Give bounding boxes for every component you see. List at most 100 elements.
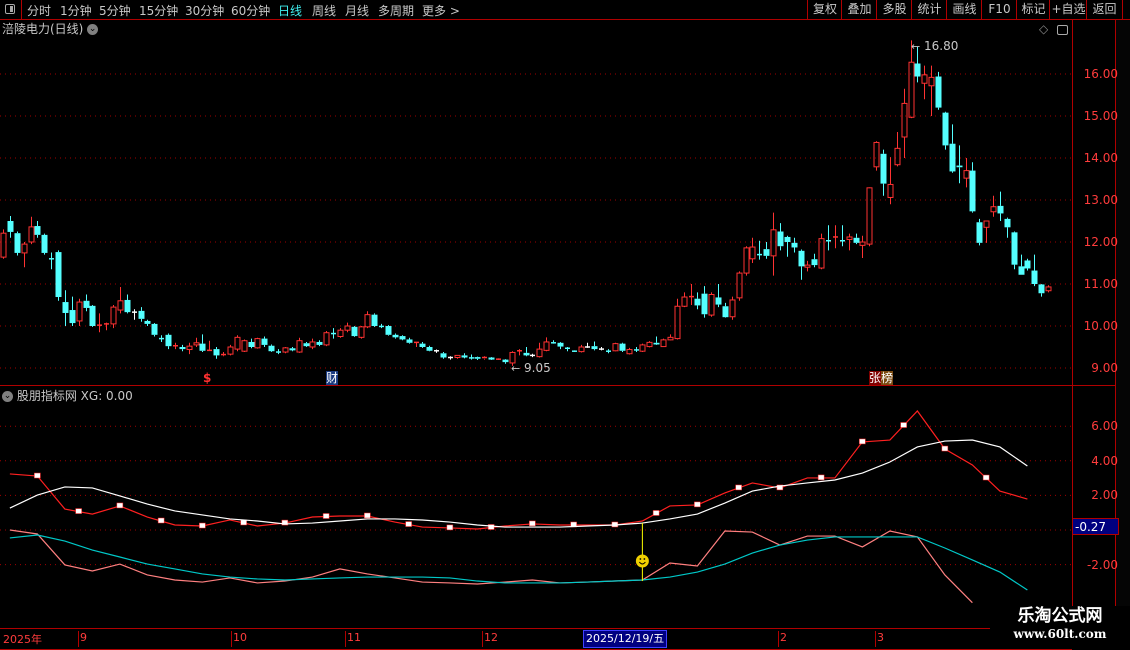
chevron-down-icon[interactable]: ⌄ <box>2 391 13 402</box>
candle <box>1024 258 1031 271</box>
candle <box>0 229 7 259</box>
candle-body <box>296 340 303 353</box>
layout-toggle-button[interactable] <box>0 0 22 19</box>
candle-body <box>151 323 158 335</box>
candle-body <box>908 61 915 118</box>
candle-body <box>701 293 708 315</box>
candle <box>804 260 811 272</box>
multi-stock-button[interactable]: 多股 <box>876 0 912 19</box>
candle <box>729 296 736 320</box>
period-tab-multi[interactable]: 多周期 <box>378 4 415 18</box>
indicator-tick: 4.00 <box>1091 454 1118 468</box>
panel-divider[interactable] <box>0 385 1115 386</box>
back-button[interactable]: 返回 <box>1086 0 1123 19</box>
candle <box>840 225 845 247</box>
candle <box>689 284 694 305</box>
period-tab-daily[interactable]: 日线 <box>278 4 303 18</box>
candle <box>660 338 667 348</box>
candle <box>887 157 894 205</box>
draw-line-button[interactable]: 画线 <box>946 0 982 19</box>
candle-body <box>653 342 660 345</box>
chevron-down-icon[interactable]: ⌄ <box>87 24 99 35</box>
candle <box>241 339 248 353</box>
panel-toggle-icon[interactable] <box>1057 25 1068 35</box>
candle <box>551 340 556 344</box>
period-tab-intraday[interactable]: 分时 <box>27 4 52 18</box>
month-label: 12 <box>482 631 498 647</box>
statistics-button[interactable]: 统计 <box>911 0 947 19</box>
date-axis[interactable]: 2025年 9 10 11 12 2 3 2025/12/19/五 <box>0 628 1072 650</box>
candle <box>963 158 970 188</box>
dividend-event-icon[interactable]: $ <box>203 371 212 385</box>
period-tab-30min[interactable]: 30分钟 <box>185 4 225 18</box>
candle-body <box>591 346 598 350</box>
candle-body <box>784 236 791 242</box>
overlay-button[interactable]: 叠加 <box>841 0 877 19</box>
period-tab-monthly[interactable]: 月线 <box>345 4 370 18</box>
candle <box>708 292 715 317</box>
candle <box>309 338 316 350</box>
candle <box>132 309 137 320</box>
candle-body <box>1031 270 1038 284</box>
candle <box>701 286 708 318</box>
period-tab-weekly[interactable]: 周线 <box>312 4 337 18</box>
candle <box>749 237 756 263</box>
candle-body <box>646 341 653 348</box>
indicator-marker <box>75 508 82 514</box>
candle-body <box>791 242 798 248</box>
candle <box>392 333 399 339</box>
chart-canvas[interactable]: 16.80 ← 9.05 ← <box>0 0 1072 628</box>
candle <box>248 338 255 349</box>
side-info-strip[interactable] <box>1116 20 1130 628</box>
period-tab-5min[interactable]: 5分钟 <box>99 4 131 18</box>
smiley-mouth <box>638 561 646 565</box>
candle-body <box>110 306 117 325</box>
candle <box>414 341 419 347</box>
period-tab-1min[interactable]: 1分钟 <box>60 4 92 18</box>
diamond-icon[interactable]: ◇ <box>1039 22 1049 36</box>
right-strip-line <box>1115 20 1116 628</box>
limit-list-event-icon[interactable]: 张 <box>869 371 882 385</box>
candle-body <box>619 343 626 351</box>
indicator-name: 股朋指标网 <box>16 389 77 403</box>
restore-rights-button[interactable]: 复权 <box>807 0 842 19</box>
candle <box>159 335 164 342</box>
candle <box>289 347 296 352</box>
limit-list-event-icon-2[interactable]: 榜 <box>881 371 894 385</box>
candle-body <box>1004 218 1011 228</box>
candle-body <box>956 165 963 168</box>
candle-body <box>28 226 35 243</box>
candle-body <box>62 302 69 313</box>
candle-body <box>179 347 186 350</box>
mark-button[interactable]: 标记 <box>1016 0 1050 19</box>
candle-body <box>777 231 784 247</box>
candle <box>474 356 481 361</box>
add-watchlist-button[interactable]: +自选 <box>1049 0 1087 19</box>
candle-body <box>921 74 928 84</box>
candle-body <box>749 246 756 260</box>
candle <box>303 341 310 347</box>
candle-body <box>763 249 770 256</box>
candle <box>585 342 590 348</box>
candle <box>866 187 873 247</box>
finance-event-icon[interactable]: 财 <box>326 371 339 385</box>
indicator-line-red <box>9 410 1028 530</box>
candle <box>1038 284 1045 297</box>
high-price-label: 16.80 <box>924 39 958 53</box>
indicator-tick: 6.00 <box>1091 419 1118 433</box>
candle-body <box>69 310 76 324</box>
candle <box>488 357 495 361</box>
period-tab-60min[interactable]: 60分钟 <box>231 4 271 18</box>
candle <box>523 347 530 357</box>
candle-body <box>626 349 633 355</box>
period-tab-more[interactable]: 更多 > <box>422 4 460 18</box>
candle <box>619 342 626 353</box>
candle <box>969 162 976 213</box>
f10-button[interactable]: F10 <box>981 0 1017 19</box>
indicator-marker <box>405 521 412 527</box>
indicator-marker <box>941 445 949 452</box>
indicator-marker <box>487 524 495 530</box>
indicator-marker <box>240 519 247 526</box>
candle <box>55 250 62 301</box>
period-tab-15min[interactable]: 15分钟 <box>139 4 179 18</box>
